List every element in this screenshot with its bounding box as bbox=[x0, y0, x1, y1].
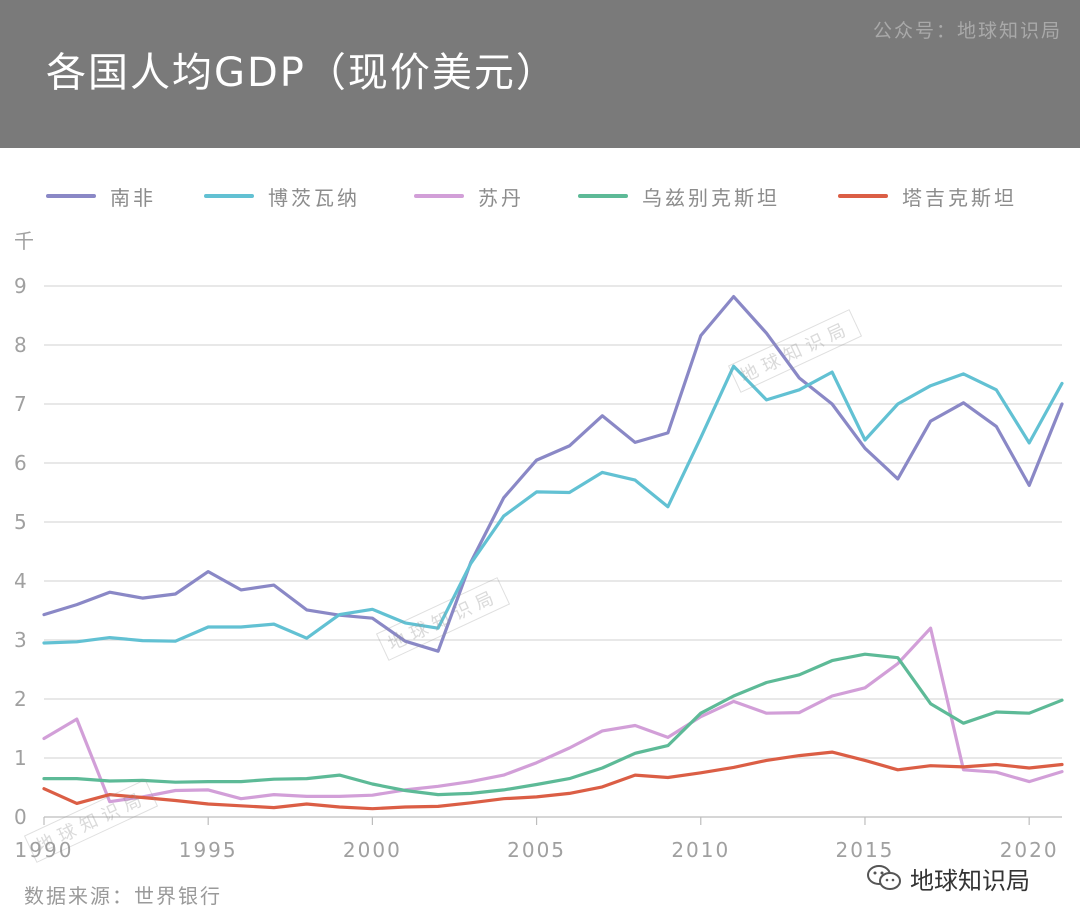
series-line-4 bbox=[42, 750, 1064, 811]
legend-label: 塔吉克斯坦 bbox=[902, 185, 1017, 210]
x-tick-label: 1995 bbox=[179, 838, 238, 862]
legend: 南非 博茨瓦纳 苏丹 乌兹别克斯坦 塔吉克斯坦 bbox=[0, 176, 1080, 216]
legend-label: 南非 bbox=[110, 185, 156, 210]
legend-swatch bbox=[578, 194, 628, 198]
series-line-2 bbox=[42, 626, 1064, 804]
y-tick-label: 7 bbox=[14, 392, 27, 416]
legend-swatch bbox=[838, 194, 888, 198]
series-line-0 bbox=[42, 295, 1064, 653]
legend-item-sudan: 苏丹 bbox=[414, 176, 524, 216]
series-layer bbox=[42, 295, 1064, 811]
y-tick-label: 0 bbox=[14, 805, 27, 829]
y-tick-label: 9 bbox=[14, 274, 27, 298]
legend-item-uzbekistan: 乌兹别克斯坦 bbox=[578, 176, 780, 216]
footer-brand: 地球知识局 bbox=[866, 858, 1030, 898]
y-tick-label: 2 bbox=[14, 687, 27, 711]
legend-swatch bbox=[414, 194, 464, 198]
y-tick-label: 5 bbox=[14, 510, 27, 534]
legend-label: 乌兹别克斯坦 bbox=[642, 185, 780, 210]
y-tick-label: 1 bbox=[14, 746, 27, 770]
x-tick-label: 2015 bbox=[836, 838, 895, 862]
legend-item-tajikistan: 塔吉克斯坦 bbox=[838, 176, 1017, 216]
y-tick-label: 6 bbox=[14, 451, 27, 475]
series-line-1 bbox=[42, 364, 1064, 645]
chart-title: 各国人均GDP（现价美元） bbox=[46, 50, 558, 96]
y-tick-label: 3 bbox=[14, 628, 27, 652]
y-tick-label: 8 bbox=[14, 333, 27, 357]
x-tick-label: 2020 bbox=[1000, 838, 1059, 862]
legend-item-south-africa: 南非 bbox=[46, 176, 156, 216]
x-tick-label: 1990 bbox=[15, 838, 74, 862]
legend-label: 苏丹 bbox=[478, 185, 524, 210]
footer-brand-text: 地球知识局 bbox=[910, 866, 1030, 895]
x-tick-label: 2010 bbox=[671, 838, 730, 862]
brand-label-top: 公众号：地球知识局 bbox=[872, 20, 1062, 42]
legend-item-botswana: 博茨瓦纳 bbox=[204, 176, 360, 216]
series-line-3 bbox=[42, 652, 1064, 797]
grid-layer bbox=[44, 285, 1062, 818]
legend-swatch bbox=[46, 194, 96, 198]
wechat-icon bbox=[867, 865, 901, 890]
x-tick-label: 2005 bbox=[507, 838, 566, 862]
header-banner: 各国人均GDP（现价美元） 公众号：地球知识局 bbox=[0, 0, 1080, 148]
y-tick-label: 4 bbox=[14, 569, 27, 593]
x-tick-label: 2000 bbox=[343, 838, 402, 862]
axis-layer: 0 1 2 3 4 5 6 7 8 9 1990 1995 2000 2005 2010 2015 2020 bbox=[14, 274, 1059, 862]
data-source-note: 数据来源：世界银行 bbox=[24, 884, 222, 908]
y-axis-unit-label: 千 bbox=[14, 229, 34, 253]
legend-label: 博茨瓦纳 bbox=[268, 185, 360, 210]
legend-swatch bbox=[204, 194, 254, 198]
